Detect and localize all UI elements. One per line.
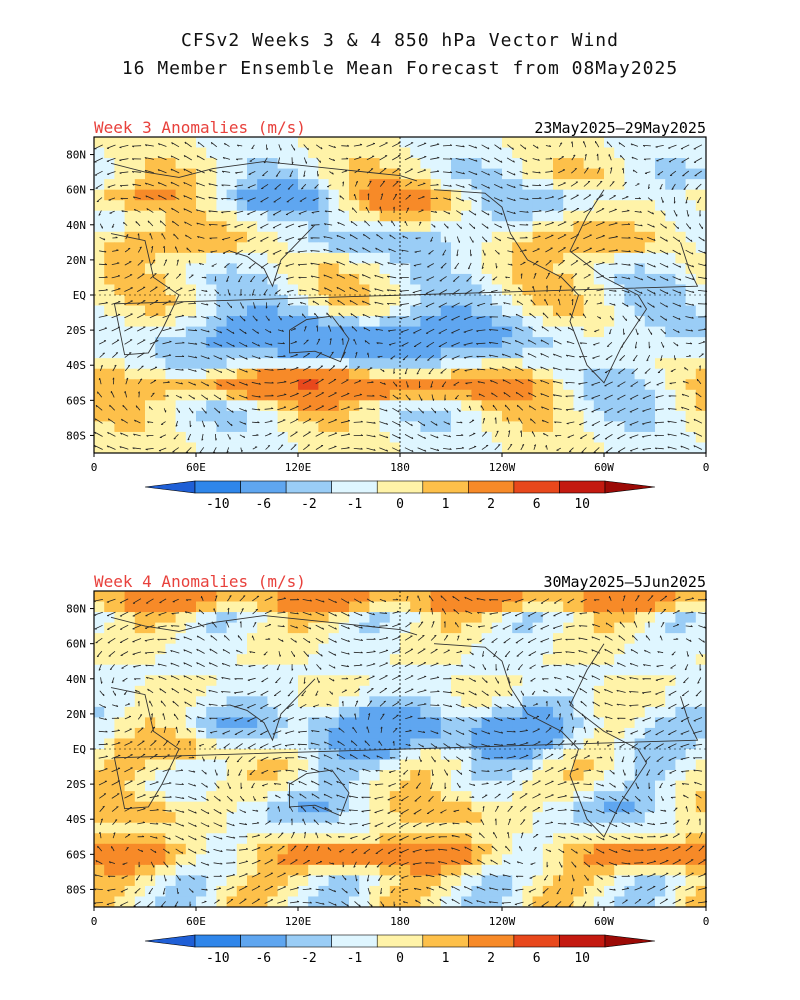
lon-tick-label: 0: [703, 461, 710, 474]
colorbar-label: 2: [487, 497, 495, 512]
coastlines: [110, 161, 699, 384]
colorbar-label: -10: [206, 951, 229, 966]
lon-tick-label: 120E: [285, 461, 312, 474]
lon-tick-label: 60E: [186, 461, 206, 474]
colorbar-label: 0: [396, 497, 404, 512]
lat-tick-label: 60N: [66, 638, 86, 651]
lat-tick-label: 80S: [66, 429, 86, 442]
lon-tick-label: 120E: [285, 915, 312, 928]
colorbar-label: 6: [533, 951, 541, 966]
colorbar-label: 10: [574, 497, 590, 512]
figure-title-line1: CFSv2 Weeks 3 & 4 850 hPa Vector Wind: [181, 30, 619, 51]
anomaly-field: [94, 137, 707, 454]
lat-tick-label: 40S: [66, 359, 86, 372]
colorbar-label: -2: [301, 951, 317, 966]
panel1-label: Week 3 Anomalies (m/s): [94, 118, 306, 137]
wind-vectors: [93, 595, 708, 907]
lon-tick-label: 0: [703, 915, 710, 928]
lon-tick-label: 60W: [594, 461, 614, 474]
panel2-dates: 30May2025–5Jun2025: [543, 573, 706, 591]
lat-tick-label: 80S: [66, 883, 86, 896]
colorbar-label: -10: [206, 497, 229, 512]
lat-tick-label: 20N: [66, 254, 86, 267]
lat-tick-label: 80N: [66, 149, 86, 162]
colorbar-label: -6: [255, 951, 271, 966]
colorbar-label: 6: [533, 497, 541, 512]
lon-tick-label: 120W: [489, 461, 516, 474]
colorbar-label: 10: [574, 951, 590, 966]
colorbar-label: -1: [347, 497, 363, 512]
lat-tick-label: 40N: [66, 219, 86, 232]
colorbar-label: -6: [255, 497, 271, 512]
lat-tick-label: 20N: [66, 708, 86, 721]
lat-tick-label: 40N: [66, 673, 86, 686]
lat-tick-label: 60S: [66, 848, 86, 861]
colorbar-label: 1: [442, 951, 450, 966]
coastlines: [110, 615, 699, 838]
lat-tick-label: 60N: [66, 184, 86, 197]
colorbar-label: 1: [442, 497, 450, 512]
lat-tick-label: 20S: [66, 778, 86, 791]
lon-tick-label: 60W: [594, 915, 614, 928]
wind-vectors: [94, 141, 708, 454]
lon-tick-label: 120W: [489, 915, 516, 928]
anomaly-field: [94, 591, 707, 908]
panel1-dates: 23May2025–29May2025: [534, 119, 706, 137]
lat-tick-label: 60S: [66, 394, 86, 407]
colorbar: -10 -6 -2 -1 0 1 2 6 10: [144, 480, 656, 512]
lat-tick-label: EQ: [73, 743, 86, 756]
lat-tick-label: EQ: [73, 289, 86, 302]
lon-tick-label: 180: [390, 915, 410, 928]
lat-tick-label: 80N: [66, 603, 86, 616]
colorbar-label: 0: [396, 951, 404, 966]
lon-tick-label: 0: [91, 915, 98, 928]
lon-tick-label: 0: [91, 461, 98, 474]
figure-title-line2: 16 Member Ensemble Mean Forecast from 08…: [121, 58, 679, 79]
colorbar-label: -1: [347, 951, 363, 966]
panel2-label: Week 4 Anomalies (m/s): [94, 572, 306, 591]
colorbar: -10 -6 -2 -1 0 1 2 6 10: [144, 934, 656, 966]
colorbar-label: 2: [487, 951, 495, 966]
lon-tick-label: 180: [390, 461, 410, 474]
lat-tick-label: 40S: [66, 813, 86, 826]
lat-tick-label: 20S: [66, 324, 86, 337]
lon-tick-label: 60E: [186, 915, 206, 928]
colorbar-label: -2: [301, 497, 317, 512]
